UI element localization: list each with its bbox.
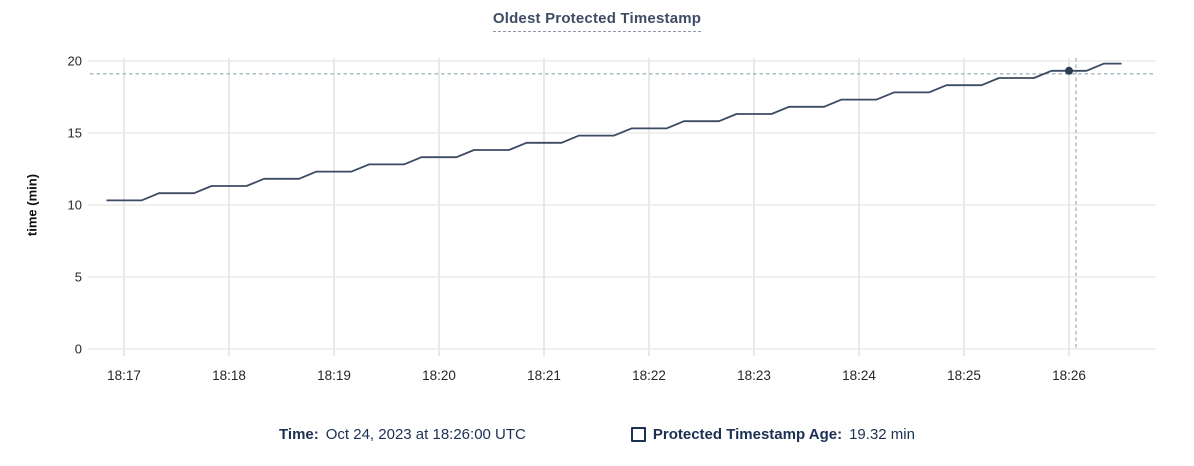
- footer-time-label: Time:: [279, 426, 319, 443]
- y-tick-label: 15: [68, 126, 82, 141]
- x-tick-label: 18:18: [212, 368, 246, 383]
- x-tick-label: 18:23: [737, 368, 771, 383]
- chart-header: Oldest Protected Timestamp: [0, 10, 1194, 32]
- x-tick-label: 18:19: [317, 368, 351, 383]
- footer-series-label: Protected Timestamp Age:: [652, 426, 843, 443]
- chart-title[interactable]: Oldest Protected Timestamp: [492, 10, 702, 32]
- x-tick-label: 18:26: [1052, 368, 1086, 383]
- y-tick-label: 0: [75, 342, 82, 357]
- x-tick-label: 18:20: [422, 368, 456, 383]
- x-tick-label: 18:25: [947, 368, 981, 383]
- footer-time-value: Oct 24, 2023 at 18:26:00 UTC: [325, 426, 526, 443]
- footer-series-value: 19.32 min: [849, 426, 915, 443]
- y-tick-label: 10: [68, 198, 82, 213]
- x-tick-label: 18:22: [632, 368, 666, 383]
- legend-item-protected-timestamp-age[interactable]: Protected Timestamp Age: 19.32 min: [630, 425, 915, 444]
- y-tick-label: 20: [68, 54, 82, 69]
- x-tick-label: 18:21: [527, 368, 561, 383]
- y-tick-label: 5: [75, 270, 82, 285]
- chart-plot-area[interactable]: 0 5 10 15 20 18:17 18:18 18:19 18:20 18:21 18:22 18…: [0, 0, 1194, 408]
- y-axis-title: time (min): [24, 173, 40, 237]
- chart-footer: Time: Oct 24, 2023 at 18:26:00 UTC Prote…: [0, 425, 1194, 444]
- legend-checkbox-icon[interactable]: [630, 427, 646, 442]
- x-tick-label: 18:24: [842, 368, 876, 383]
- series-line-protected-timestamp-age: [106, 62, 1122, 202]
- hover-point-dot: [1065, 66, 1073, 75]
- x-tick-label: 18:17: [107, 368, 141, 383]
